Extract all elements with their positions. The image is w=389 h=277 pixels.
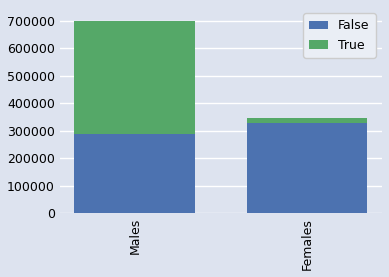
Bar [74,134,195,213]
Bar [247,122,367,213]
Bar [247,118,367,122]
Bar [74,21,195,134]
Legend: False, True: False, True [303,13,376,58]
